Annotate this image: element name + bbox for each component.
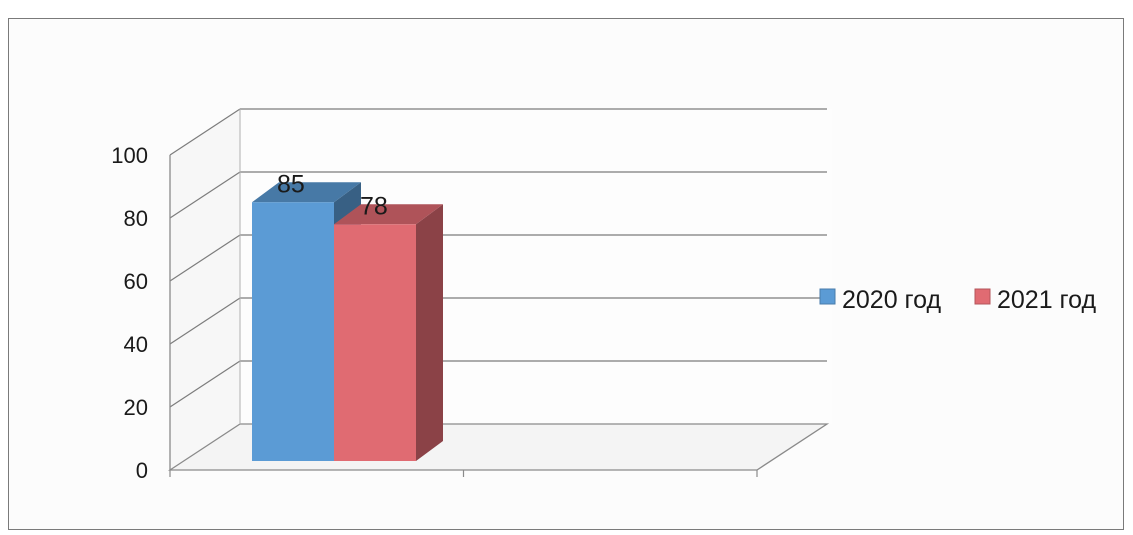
y-tick-label: 40 <box>124 332 148 357</box>
legend[interactable]: 2020 год 2021 год <box>819 286 1096 314</box>
y-axis-ticks: 0 20 40 60 80 100 <box>111 143 148 483</box>
legend-item-2020[interactable]: 2020 год <box>819 286 941 314</box>
data-label: 85 <box>277 170 305 198</box>
bar-front <box>252 202 334 461</box>
gridline-side <box>169 297 241 345</box>
bar-side <box>416 204 443 462</box>
data-label: 78 <box>360 192 388 220</box>
y-tick-label: 60 <box>124 269 148 294</box>
bar-front <box>334 224 416 461</box>
bars <box>252 182 443 462</box>
y-tick-label: 20 <box>124 395 148 420</box>
legend-item-2021[interactable]: 2021 год <box>974 286 1096 314</box>
legend-label: 2021 год <box>997 286 1096 314</box>
bar-2021 <box>334 204 443 462</box>
bar-top <box>252 182 361 203</box>
y-tick-label: 0 <box>136 458 148 483</box>
legend-label: 2020 год <box>842 286 941 314</box>
legend-swatch <box>974 288 991 305</box>
bar-top <box>334 204 443 225</box>
y-tick-label: 80 <box>124 206 148 231</box>
side-wall <box>170 109 240 470</box>
gridline-side <box>169 171 241 219</box>
gridline-side <box>169 234 241 282</box>
legend-swatch <box>819 288 836 305</box>
data-labels: 85 78 <box>277 170 388 220</box>
gridline-side <box>169 108 241 156</box>
axes <box>169 109 758 477</box>
gridline-side <box>169 360 241 408</box>
y-tick-label: 100 <box>111 143 148 168</box>
